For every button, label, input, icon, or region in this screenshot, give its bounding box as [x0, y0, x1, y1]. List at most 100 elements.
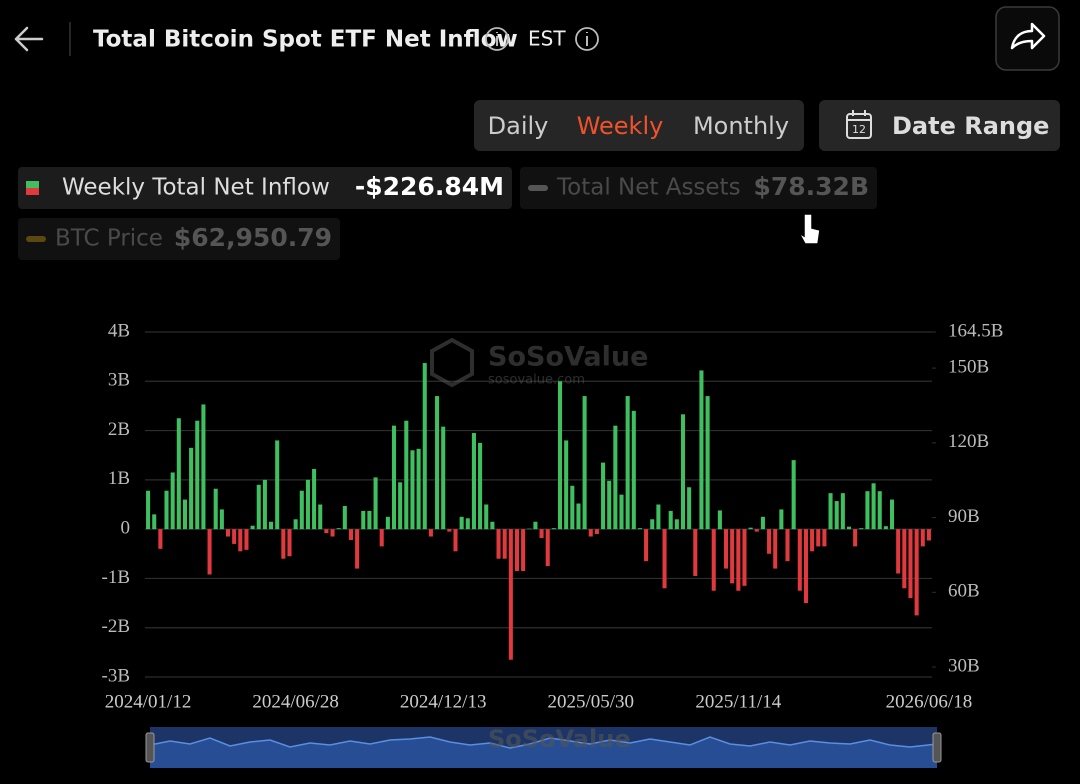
tab[interactable]: Weekly	[577, 112, 664, 140]
bar	[207, 529, 212, 575]
tabs: Daily Weekly Monthly	[488, 112, 789, 140]
bar	[890, 499, 895, 530]
bar	[545, 529, 550, 567]
legend-chip	[18, 218, 340, 260]
legend-item[interactable]: Total Net Assets $78.32B	[520, 167, 877, 209]
bar	[367, 510, 372, 530]
y-tick-label: 1B	[108, 468, 130, 489]
bar	[662, 529, 667, 589]
bar	[601, 462, 606, 530]
bar	[668, 510, 673, 530]
info-icon[interactable]	[575, 27, 599, 51]
bar	[877, 491, 882, 530]
bar	[687, 487, 692, 530]
x-tick-label: 2025/05/30	[547, 691, 634, 712]
bar	[152, 514, 157, 530]
bar	[514, 529, 520, 572]
watermark-logo	[430, 337, 474, 388]
bar	[797, 529, 802, 591]
bar	[551, 528, 556, 530]
tab[interactable]: Daily	[488, 112, 549, 140]
share-icon	[1010, 22, 1046, 50]
back-button[interactable]	[14, 26, 44, 52]
legend-label: Weekly Total Net Inflow	[62, 175, 330, 201]
y-tick-label: 3B	[108, 370, 130, 391]
range-navigator[interactable]: SoSoValue	[145, 725, 942, 768]
navigator-handle[interactable]	[145, 732, 155, 763]
navigator-area	[150, 737, 937, 768]
bar	[816, 529, 821, 547]
legend-item[interactable]: Weekly Total Net Inflow -$226.84M	[18, 167, 512, 209]
share-button[interactable]	[995, 6, 1060, 71]
x-tick-label: 2024/01/12	[105, 691, 192, 712]
legend-item[interactable]: BTC Price $62,950.79	[18, 218, 340, 260]
bar	[391, 425, 397, 530]
calendar-icon	[846, 113, 872, 139]
bar	[416, 448, 421, 530]
bar	[410, 450, 415, 530]
legend-value: $62,950.79	[174, 223, 332, 252]
bar	[164, 490, 169, 530]
bar	[853, 529, 858, 547]
bar	[570, 485, 575, 530]
y-tick-label: -3B	[102, 665, 131, 686]
tab[interactable]: Monthly	[693, 112, 789, 140]
bar	[650, 519, 655, 530]
bar	[656, 504, 661, 530]
bar	[680, 414, 686, 530]
bar	[822, 529, 827, 547]
bar	[723, 529, 729, 569]
bar	[803, 529, 808, 604]
y2-tick-label: 150B	[948, 356, 989, 377]
navigator-handle[interactable]	[932, 732, 942, 763]
bar	[435, 396, 440, 530]
bar	[312, 469, 317, 530]
bar	[736, 529, 741, 591]
date-range-button[interactable]: 12 Date Range	[819, 100, 1060, 151]
bar	[478, 442, 483, 530]
y2-tick-label: 90B	[948, 506, 980, 527]
bar	[422, 363, 427, 530]
bar	[385, 516, 390, 530]
legend-swatch	[26, 236, 46, 242]
bars	[146, 363, 931, 660]
bar	[557, 381, 563, 530]
bar	[748, 527, 753, 530]
bar	[262, 479, 267, 530]
y2-tick-label: 120B	[948, 431, 989, 452]
bar	[711, 529, 716, 591]
bar	[318, 504, 323, 530]
bar	[348, 529, 354, 540]
bar	[441, 426, 446, 530]
bar	[644, 529, 649, 562]
bar	[287, 529, 292, 557]
bar	[232, 529, 237, 544]
page-title: Total Bitcoin Spot ETF Net Inflow	[93, 27, 518, 53]
bar	[846, 526, 852, 530]
timezone[interactable]: EST	[528, 27, 566, 51]
x-tick-label: 2024/12/13	[400, 691, 487, 712]
y2-tick-label: 164.5B	[948, 320, 1003, 341]
bar	[465, 518, 470, 530]
bar	[699, 370, 704, 530]
bar	[539, 529, 544, 539]
bar	[902, 529, 907, 589]
bar	[717, 510, 722, 530]
bar	[637, 528, 642, 530]
bar	[293, 519, 298, 530]
tab-bar	[474, 100, 804, 151]
bar	[594, 529, 599, 535]
legend-label: BTC Price	[55, 226, 163, 252]
bar	[213, 488, 218, 530]
bar	[379, 529, 384, 547]
bar	[342, 505, 347, 530]
bar	[859, 528, 864, 530]
y-tick-label: -2B	[102, 616, 131, 637]
info-icon[interactable]	[485, 27, 509, 51]
y-tick-label: -1B	[102, 567, 131, 588]
legend-chip	[18, 167, 512, 209]
date-range-frame	[819, 100, 1060, 151]
bar	[484, 504, 489, 530]
bar	[840, 493, 845, 530]
